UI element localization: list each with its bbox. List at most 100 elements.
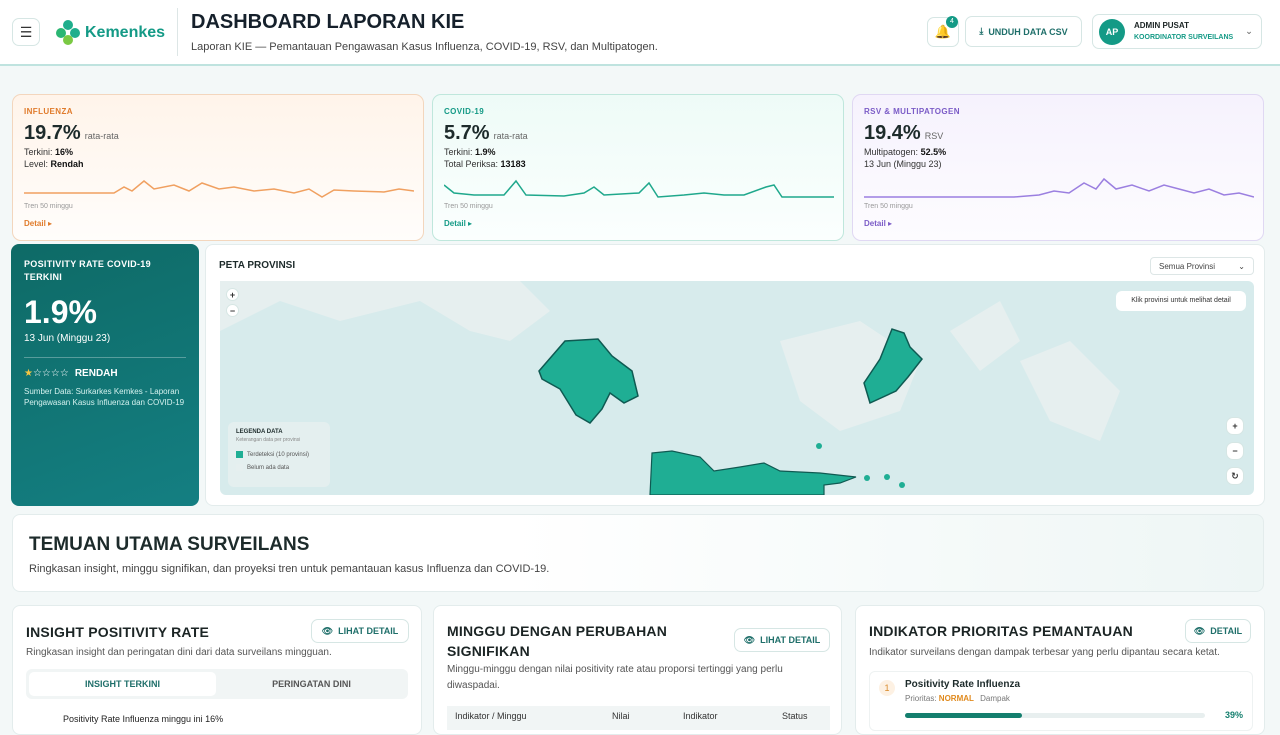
swatch xyxy=(236,451,243,458)
card-value: 19.7% rata-rata xyxy=(24,122,412,145)
key: Terkini: xyxy=(24,147,53,157)
sparkline xyxy=(864,177,1254,198)
eye-icon: 👁 xyxy=(321,625,334,636)
header: ☰ Kemenkes DASHBOARD LAPORAN KIE Laporan… xyxy=(0,0,1280,66)
column-header: Indikator / Minggu xyxy=(455,711,527,721)
zoom-out[interactable]: − xyxy=(1226,442,1244,460)
divider xyxy=(24,357,186,358)
panel-subtitle: Indikator surveilans dengan dampak terbe… xyxy=(869,647,1220,658)
detail-button[interactable]: 👁 DETAIL xyxy=(1185,619,1251,643)
card-line: Terkini: 16% xyxy=(24,147,412,157)
value: 19.4% xyxy=(864,122,921,144)
notification-badge: 4 xyxy=(946,16,958,28)
eye-icon: 👁 xyxy=(743,634,756,645)
province-select[interactable]: Semua Provinsi ⌄ xyxy=(1150,257,1254,275)
logo-text: Kemenkes xyxy=(85,24,166,41)
progress-bar xyxy=(905,713,1022,718)
item-name: Positivity Rate Influenza xyxy=(905,679,1021,690)
panel-subtitle: Ringkasan insight dan peringatan dini da… xyxy=(26,647,332,658)
divider xyxy=(177,8,178,56)
value-note: rata-rata xyxy=(84,131,119,141)
key: Prioritas: xyxy=(905,694,937,703)
card-label: INFLUENZA xyxy=(24,107,73,116)
panel-title: INSIGHT POSITIVITY RATE xyxy=(26,624,209,640)
value-note: RSV xyxy=(924,131,944,141)
card-line: Level: Rendah xyxy=(24,159,412,169)
positivity-value: 1.9% xyxy=(24,294,97,330)
map xyxy=(220,281,1254,495)
value: 5.7% xyxy=(444,122,490,144)
card-line: 13 Jun (Minggu 23) xyxy=(864,159,1252,169)
value: 19.7% xyxy=(24,122,81,144)
trend-label: Tren 50 minggu xyxy=(864,203,913,210)
detail-button[interactable]: 👁 LIHAT DETAIL xyxy=(311,619,409,643)
zoom-in[interactable]: + xyxy=(1226,417,1244,435)
legend-label: Terdeteksi (10 provinsi) xyxy=(247,451,310,458)
map-title: PETA PROVINSI xyxy=(219,260,296,271)
key: Multipatogen: xyxy=(864,147,919,157)
insight-item: Positivity Rate Influenza minggu ini 16% xyxy=(63,714,224,724)
card-line: Terkini: 1.9% xyxy=(444,147,832,157)
tab[interactable]: PERINGATAN DINI xyxy=(272,679,351,689)
findings-subtitle: Ringkasan insight, minggu signifikan, da… xyxy=(29,563,550,575)
reset[interactable]: ↻ xyxy=(1226,467,1244,485)
logo-icon xyxy=(56,20,80,45)
button-label: LIHAT DETAIL xyxy=(338,626,399,636)
rank: 1 xyxy=(879,680,895,696)
map-legend: LEGENDA DATA Keterangan data per provins… xyxy=(228,422,330,487)
user-role: KOORDINATOR SURVEILANS xyxy=(1134,33,1234,41)
select-label: Semua Provinsi xyxy=(1159,262,1216,271)
tab-active[interactable]: INSIGHT TERKINI xyxy=(29,672,216,696)
card-label: RSV & MULTIPATOGEN xyxy=(864,107,960,116)
rsv-card: RSV & MULTIPATOGEN 19.4% RSV Multipatogen… xyxy=(852,94,1264,241)
download-button[interactable]: ⤓ UNDUH DATA CSV xyxy=(965,16,1082,47)
val: 52.5% xyxy=(920,147,947,157)
priority-panel: INDIKATOR PRIORITAS PEMANTAUAN 👁 DETAIL I… xyxy=(855,605,1265,735)
detail-link[interactable]: Detail ▸ xyxy=(24,219,53,228)
user-menu[interactable]: AP ADMIN PUSAT KOORDINATOR SURVEILANS ⌄ xyxy=(1092,14,1262,49)
download-icon: ⤓ xyxy=(979,26,984,36)
findings-banner: TEMUAN UTAMA SURVEILANS Ringkasan insigh… xyxy=(12,514,1264,592)
detail-link[interactable]: Detail ▸ xyxy=(864,219,893,228)
key: Terkini: xyxy=(444,147,473,157)
positivity-date: 13 Jun (Minggu 23) xyxy=(24,333,111,344)
stars: ★ xyxy=(24,368,33,379)
insight-panel: INSIGHT POSITIVITY RATE 👁 LIHAT DETAIL Ri… xyxy=(12,605,422,735)
legend-title: LEGENDA DATA xyxy=(236,429,283,435)
val: 16% xyxy=(55,147,74,157)
level-row: ★ ☆☆☆☆ RENDAH xyxy=(24,368,186,379)
page-title: DASHBOARD LAPORAN KIE xyxy=(191,11,465,33)
trend-label: Tren 50 minggu xyxy=(24,203,73,210)
findings-title: TEMUAN UTAMA SURVEILANS xyxy=(29,534,310,555)
key: Dampak xyxy=(980,694,1010,703)
button-label: LIHAT DETAIL xyxy=(760,635,821,645)
chevron: ⌄ xyxy=(1245,26,1253,36)
column-header: Indikator xyxy=(683,711,718,721)
zoom-in[interactable]: + xyxy=(226,288,239,301)
download-label: UNDUH DATA CSV xyxy=(988,26,1068,37)
legend-item: Terdeteksi (10 provinsi) xyxy=(236,451,322,458)
source: Sumber Data: Surkarkes Kemkes - Laporan … xyxy=(24,387,185,407)
card-value: 19.4% RSV xyxy=(864,122,1252,145)
card-value: 5.7% rata-rata xyxy=(444,122,832,145)
swatch xyxy=(236,464,243,471)
chevron: ⌄ xyxy=(1238,262,1245,271)
page-subtitle: Laporan KIE — Pemantauan Pengawasan Kasu… xyxy=(191,41,658,53)
detail-link[interactable]: Detail ▸ xyxy=(444,219,473,228)
panel-title: MINGGU DENGAN PERUBAHAN SIGNIFIKAN xyxy=(447,623,668,659)
detail-button[interactable]: 👁 LIHAT DETAIL xyxy=(734,628,830,652)
stars: ☆☆☆☆ xyxy=(32,368,69,379)
weeks-panel: MINGGU DENGAN PERUBAHAN SIGNIFIKAN 👁 LIHA… xyxy=(433,605,842,735)
panel-title: INDIKATOR PRIORITAS PEMANTAUAN xyxy=(869,623,1133,639)
legend-subtitle: Keterangan data per provinsi xyxy=(236,437,301,443)
progress-track xyxy=(905,713,1205,718)
influenza-card: INFLUENZA 19.7% rata-rata Terkini: 16% Le… xyxy=(12,94,424,241)
legend-label: Belum ada data xyxy=(247,464,290,471)
zoom-out[interactable]: − xyxy=(226,304,239,317)
avatar: AP xyxy=(1099,18,1125,45)
eye-icon: 👁 xyxy=(1193,625,1206,636)
user-name: ADMIN PUSAT xyxy=(1134,20,1189,30)
card-line: Multipatogen: 52.5% xyxy=(864,147,1252,157)
menu-button[interactable]: ☰ xyxy=(12,18,40,46)
